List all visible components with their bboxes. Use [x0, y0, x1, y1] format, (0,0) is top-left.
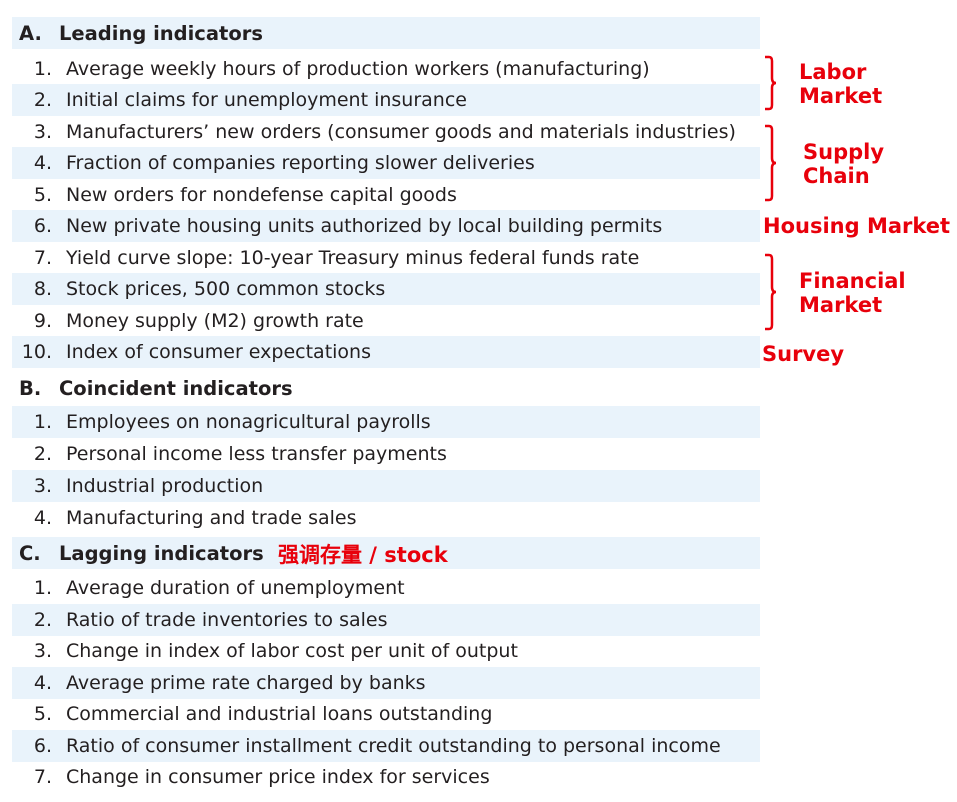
section-header-lagging: C. Lagging indicators — [12, 537, 760, 569]
section-title: Leading indicators — [59, 21, 263, 45]
section-letter: C. — [19, 541, 41, 565]
item-number: 1. — [33, 577, 52, 599]
section-header-coincident: B. Coincident indicators — [12, 372, 760, 404]
table-row: 4. Average prime rate charged by banks — [12, 667, 760, 699]
table-row: 3. Change in index of labor cost per uni… — [12, 635, 760, 667]
section-letter: A. — [19, 21, 42, 45]
item-number: 4. — [33, 672, 52, 694]
table-row: 3. Industrial production — [12, 470, 760, 502]
item-text: Employees on nonagricultural payrolls — [66, 411, 431, 433]
table-row: 2. Personal income less transfer payment… — [12, 438, 760, 470]
item-text: Personal income less transfer payments — [66, 443, 447, 465]
annotation-line: Labor — [799, 60, 867, 84]
item-text: Commercial and industrial loans outstand… — [66, 703, 493, 725]
section-header-leading: A. Leading indicators — [12, 17, 760, 49]
item-number: 5. — [33, 184, 52, 206]
labor-market-label: Labor Market — [799, 60, 882, 108]
section-title: Coincident indicators — [59, 376, 293, 400]
supply-chain-brace — [763, 124, 779, 202]
item-number: 1. — [33, 58, 52, 80]
table-row: 5. New orders for nondefense capital goo… — [12, 179, 760, 211]
annotation-line: Financial — [799, 269, 906, 293]
item-number: 3. — [33, 640, 52, 662]
item-text: Yield curve slope: 10-year Treasury minu… — [66, 247, 640, 269]
item-text: Fraction of companies reporting slower d… — [66, 152, 535, 174]
lagging-annotation: 强调存量 / stock — [278, 543, 448, 567]
item-number: 6. — [33, 735, 52, 757]
section-title: Lagging indicators — [59, 541, 264, 565]
table-row: 1. Employees on nonagricultural payrolls — [12, 406, 760, 438]
item-number: 8. — [33, 278, 52, 300]
table-row: 6. Ratio of consumer installment credit … — [12, 730, 760, 762]
table-row: 7. Change in consumer price index for se… — [12, 761, 760, 793]
item-text: Initial claims for unemployment insuranc… — [66, 89, 467, 111]
section-letter: B. — [19, 376, 42, 400]
item-number: 6. — [33, 215, 52, 237]
table-row: 2. Initial claims for unemployment insur… — [12, 84, 760, 116]
table-row: 7. Yield curve slope: 10-year Treasury m… — [12, 242, 760, 274]
item-text: Ratio of trade inventories to sales — [66, 609, 388, 631]
item-number: 5. — [33, 703, 52, 725]
item-number: 2. — [33, 89, 52, 111]
item-number: 3. — [33, 121, 52, 143]
annotation-line: Market — [799, 293, 883, 317]
table-row: 4. Fraction of companies reporting slowe… — [12, 147, 760, 179]
annotation-line: Market — [799, 84, 883, 108]
labor-market-brace — [763, 55, 779, 111]
annotation-line: Chain — [803, 164, 870, 188]
item-number: 10. — [21, 341, 52, 363]
item-text: New orders for nondefense capital goods — [66, 184, 457, 206]
housing-market-label: Housing Market — [763, 214, 951, 238]
item-text: Average prime rate charged by banks — [66, 672, 426, 694]
table-row: 8. Stock prices, 500 common stocks — [12, 273, 760, 305]
item-text: Money supply (M2) growth rate — [66, 310, 364, 332]
item-number: 4. — [33, 507, 52, 529]
item-text: Index of consumer expectations — [66, 341, 371, 363]
survey-label: Survey — [762, 342, 845, 366]
table-row: 2. Ratio of trade inventories to sales — [12, 604, 760, 636]
table-row: 1. Average duration of unemployment — [12, 572, 760, 604]
financial-market-label: Financial Market — [799, 269, 906, 317]
item-text: Change in index of labor cost per unit o… — [66, 640, 518, 662]
table-row: 10. Index of consumer expectations — [12, 336, 760, 368]
item-number: 7. — [33, 247, 52, 269]
item-number: 2. — [33, 443, 52, 465]
item-text: Industrial production — [66, 475, 264, 497]
financial-market-brace — [763, 253, 779, 331]
item-text: Manufacturers’ new orders (consumer good… — [66, 121, 736, 143]
supply-chain-label: Supply Chain — [803, 140, 884, 188]
item-number: 4. — [33, 152, 52, 174]
item-text: Change in consumer price index for servi… — [66, 766, 490, 788]
item-text: Manufacturing and trade sales — [66, 507, 357, 529]
item-number: 3. — [33, 475, 52, 497]
item-number: 9. — [33, 310, 52, 332]
item-number: 2. — [33, 609, 52, 631]
item-text: Ratio of consumer installment credit out… — [66, 735, 721, 757]
item-number: 1. — [33, 411, 52, 433]
table-row: 9. Money supply (M2) growth rate — [12, 305, 760, 337]
item-text: Average duration of unemployment — [66, 577, 405, 599]
table-row: 4. Manufacturing and trade sales — [12, 502, 760, 534]
table-row: 1. Average weekly hours of production wo… — [12, 53, 760, 85]
table-row: 5. Commercial and industrial loans outst… — [12, 698, 760, 730]
item-text: New private housing units authorized by … — [66, 215, 663, 237]
table-row: 6. New private housing units authorized … — [12, 210, 760, 242]
item-number: 7. — [33, 766, 52, 788]
item-text: Stock prices, 500 common stocks — [66, 278, 386, 300]
item-text: Average weekly hours of production worke… — [66, 58, 650, 80]
table-row: 3. Manufacturers’ new orders (consumer g… — [12, 116, 760, 148]
annotation-line: Supply — [803, 140, 885, 164]
